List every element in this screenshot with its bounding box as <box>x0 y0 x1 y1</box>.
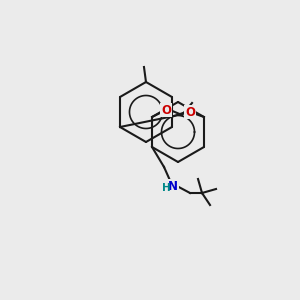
Text: H: H <box>162 183 170 193</box>
Text: N: N <box>168 179 178 193</box>
Text: O: O <box>185 106 195 118</box>
Text: O: O <box>161 103 171 116</box>
